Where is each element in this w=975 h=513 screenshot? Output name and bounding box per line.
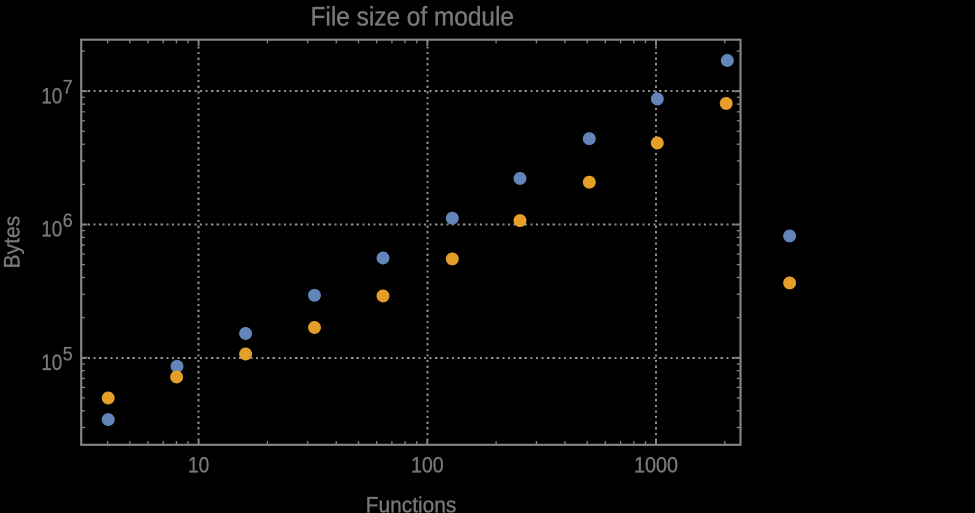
svg-text:Bytes: Bytes	[0, 216, 25, 269]
svg-text:6: 6	[63, 211, 73, 232]
svg-text:10: 10	[41, 350, 62, 375]
svg-text:7: 7	[63, 78, 73, 99]
svg-text:10: 10	[41, 83, 62, 108]
svg-text:File size of module: File size of module	[311, 1, 515, 31]
svg-text:10: 10	[188, 452, 209, 477]
svg-text:5: 5	[63, 344, 73, 365]
svg-text:100: 100	[411, 452, 444, 477]
svg-text:Functions: Functions	[366, 492, 457, 513]
svg-text:1000: 1000	[634, 452, 678, 477]
svg-text:10: 10	[41, 217, 62, 242]
